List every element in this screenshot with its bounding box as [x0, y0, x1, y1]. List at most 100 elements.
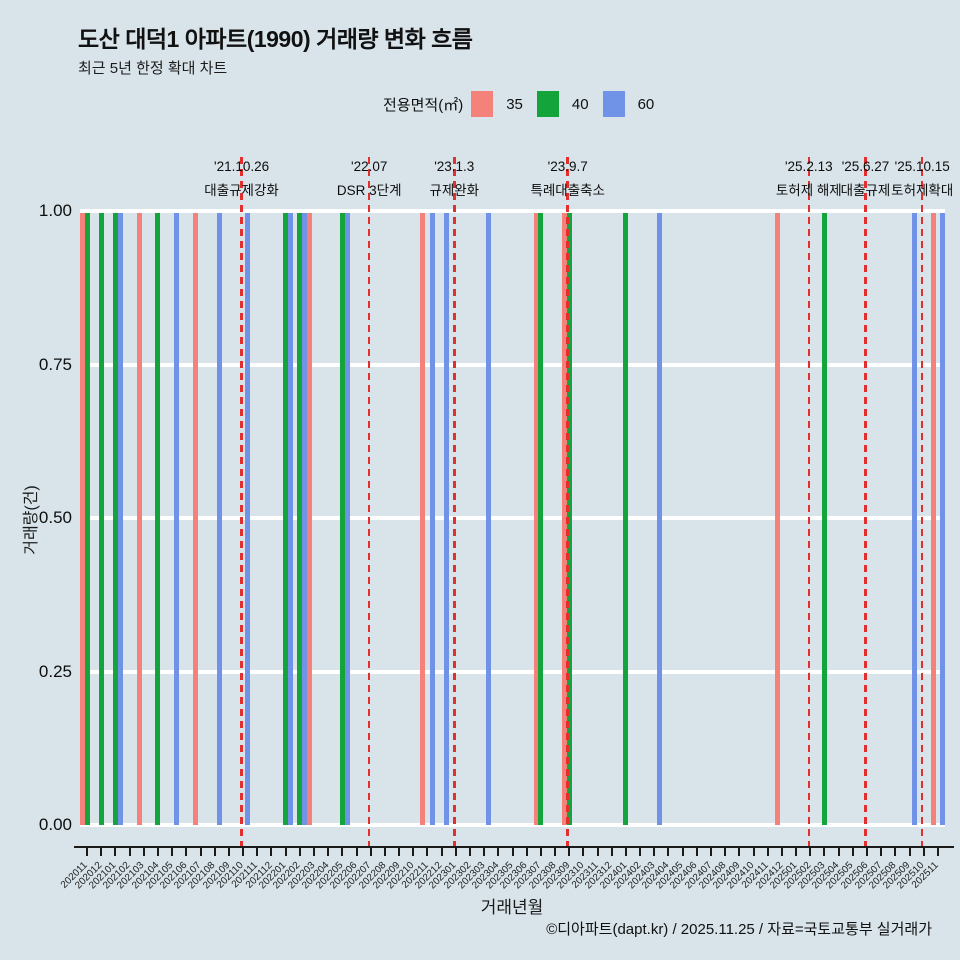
footer-credit: ©디아파트(dapt.kr) / 2025.11.25 / 자료=국토교통부 실…	[546, 921, 932, 938]
y-tick-label: 1.00	[38, 201, 72, 220]
event-line-202510	[920, 157, 924, 846]
bar-35-202307	[533, 211, 539, 825]
bar-60-202201	[287, 211, 293, 825]
event-label: 토허제확대	[891, 183, 954, 198]
legend-label-60: 60	[637, 95, 655, 113]
bar-40-202101	[112, 211, 118, 825]
x-tick	[582, 848, 585, 856]
x-tick	[922, 848, 925, 856]
x-tick	[780, 848, 783, 856]
event-line-202309	[566, 157, 569, 846]
event-date: '23.9.7	[547, 159, 588, 174]
bar-35-202107	[193, 211, 199, 825]
legend-swatch-60	[602, 91, 625, 117]
x-tick	[327, 848, 330, 856]
x-axis-title: 거래년월	[480, 898, 544, 917]
x-tick	[171, 848, 174, 856]
bar-60-202211	[429, 211, 435, 825]
bar-35-202511	[930, 211, 936, 825]
event-date: '23.1.3	[434, 159, 475, 174]
legend-label-40: 40	[571, 95, 589, 113]
event-line-202110	[240, 157, 243, 846]
x-tick	[766, 848, 769, 856]
x-tick	[851, 848, 854, 856]
x-tick	[256, 848, 259, 856]
bar-60-202105	[174, 211, 180, 825]
x-tick	[539, 848, 542, 856]
x-tick	[383, 848, 386, 856]
x-tick	[667, 848, 670, 856]
x-tick	[426, 848, 429, 856]
bar-60-202101	[117, 211, 123, 825]
x-tick	[880, 848, 883, 856]
x-tick	[270, 848, 273, 856]
event-label: 규제완화	[429, 183, 480, 198]
legend-item-35: 35	[471, 91, 523, 117]
event-date: '21.10.26	[213, 159, 270, 174]
x-tick	[468, 848, 471, 856]
bar-40-202104	[155, 211, 161, 825]
event-line-202506	[864, 157, 867, 846]
x-tick	[369, 848, 372, 856]
x-tick	[568, 848, 571, 856]
legend-swatch-35	[471, 91, 494, 117]
x-tick	[695, 848, 698, 856]
event-line-202502	[807, 157, 811, 846]
x-tick	[681, 848, 684, 856]
event-line-202301	[453, 157, 456, 846]
x-tick	[738, 848, 741, 856]
legend: 전용면적(㎡) 35 40 60	[383, 90, 668, 118]
event-date: '25.10.15	[894, 159, 950, 174]
x-tick	[837, 848, 840, 856]
x-tick	[298, 848, 301, 856]
page-subtitle: 최근 5년 한정 확대 차트	[78, 60, 228, 77]
x-tick	[610, 848, 613, 856]
x-tick	[86, 848, 89, 856]
bar-60-202509	[911, 211, 917, 825]
bar-35-202211	[420, 211, 426, 825]
bar-35-202309	[561, 211, 567, 825]
x-tick	[866, 848, 868, 856]
x-tick	[894, 848, 897, 856]
x-tick	[213, 848, 216, 856]
legend-item-40: 40	[536, 91, 589, 117]
y-tick-label: 0.50	[38, 508, 72, 527]
gridline-0.00	[80, 823, 945, 827]
x-tick	[454, 848, 457, 856]
x-tick	[624, 848, 627, 856]
bar-35-202203	[306, 211, 312, 825]
y-tick-label: 0.25	[38, 661, 72, 681]
event-label: 토허제 해제	[775, 183, 842, 198]
event-label: 대출규제	[840, 183, 891, 198]
page-title: 도산 대덕1 아파트(1990) 거래량 변화 흐름	[78, 26, 473, 52]
bar-40-202011	[84, 211, 90, 825]
y-tick-label: 0.75	[38, 354, 72, 374]
bar-35-202103	[136, 211, 142, 825]
bar-60-202403	[656, 211, 662, 825]
x-tick	[440, 848, 443, 856]
gridline-0.25	[80, 669, 945, 674]
x-tick	[185, 848, 188, 856]
bar-60-202511	[940, 211, 946, 825]
bar-60-202202	[302, 211, 308, 825]
x-tick	[312, 848, 315, 856]
bar-40-202503	[821, 211, 827, 825]
x-tick	[511, 848, 514, 856]
event-label: DSR 3단계	[336, 183, 402, 198]
x-tick	[227, 848, 230, 856]
bar-40-202012	[98, 211, 104, 825]
bar-40-202401	[623, 211, 629, 825]
legend-swatch-40	[536, 91, 559, 117]
x-tick	[142, 848, 145, 856]
x-tick	[724, 848, 727, 856]
bar-35-202412	[774, 211, 780, 825]
x-tick	[284, 848, 287, 856]
event-date: '22.07	[351, 159, 388, 174]
legend-title: 전용면적(㎡)	[383, 96, 464, 114]
x-tick	[483, 848, 486, 856]
x-tick	[554, 848, 557, 856]
gridline-0.75	[80, 362, 945, 367]
bar-60-202212	[443, 211, 449, 825]
event-label: 특례대출축소	[530, 183, 605, 198]
